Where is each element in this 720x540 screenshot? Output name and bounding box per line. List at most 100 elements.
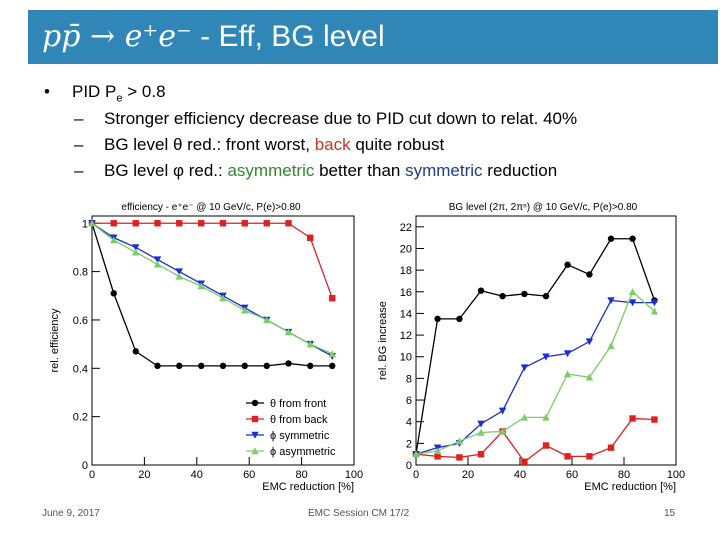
data-point bbox=[498, 407, 507, 415]
data-point bbox=[564, 453, 571, 460]
series-line bbox=[91, 223, 333, 367]
footer-event: EMC Session CM 17/2 bbox=[308, 508, 410, 519]
x-tick-label: 0 bbox=[413, 469, 419, 481]
y-axis-label: rel. BG increase bbox=[377, 301, 389, 380]
data-point bbox=[628, 288, 637, 295]
bullet-main-sub: e bbox=[116, 92, 123, 105]
data-point bbox=[651, 416, 658, 423]
title-rest: - Eff, BG level bbox=[191, 20, 385, 53]
data-point bbox=[607, 342, 615, 350]
data-point bbox=[607, 235, 615, 242]
data-point bbox=[307, 362, 314, 370]
sub-bullet-part: Stronger efficiency decrease due to PID … bbox=[104, 109, 578, 128]
bullet-dot: • bbox=[44, 82, 50, 101]
plot-frame bbox=[415, 215, 677, 466]
series-line bbox=[91, 222, 333, 355]
data-point bbox=[329, 362, 336, 370]
data-point bbox=[498, 427, 507, 435]
legend-entry: ϕ symmetric bbox=[270, 430, 330, 442]
data-point bbox=[542, 413, 550, 421]
data-point bbox=[521, 458, 528, 465]
bullet-main-suffix: > 0.8 bbox=[122, 82, 166, 101]
series-triangle-up bbox=[412, 288, 659, 458]
data-point bbox=[132, 244, 140, 252]
data-point bbox=[456, 454, 463, 461]
data-point bbox=[650, 299, 659, 307]
y-tick-label: 18 bbox=[400, 265, 412, 277]
data-point bbox=[477, 287, 485, 294]
data-point bbox=[219, 294, 227, 302]
data-point bbox=[628, 299, 637, 307]
y-tick-label: 10 bbox=[400, 352, 412, 364]
y-tick-label: 4 bbox=[406, 417, 412, 429]
data-point bbox=[456, 315, 463, 323]
data-point bbox=[542, 442, 550, 449]
data-point bbox=[434, 315, 441, 323]
data-point bbox=[542, 353, 550, 361]
series-line bbox=[92, 222, 333, 299]
data-point bbox=[434, 453, 441, 460]
chart-title: BG level (2π, 2πⁿ) @ 10 GeV/c, P(e)>0.80 bbox=[449, 202, 638, 213]
sub-bullet-text: Stronger efficiency decrease due to PID … bbox=[104, 106, 577, 132]
x-tick-label: 20 bbox=[138, 469, 150, 481]
y-tick-label: 0.4 bbox=[73, 363, 88, 375]
y-tick-label: 1 bbox=[82, 218, 88, 230]
data-point bbox=[607, 297, 615, 305]
series-line bbox=[415, 299, 655, 455]
data-point bbox=[284, 328, 293, 336]
sub-bullet-part: BG level θ red.: front worst, bbox=[104, 135, 315, 154]
title-bar bbox=[28, 10, 718, 64]
sub-bullet-text: BG level θ red.: front worst, back quite… bbox=[104, 132, 444, 158]
data-point bbox=[563, 350, 572, 358]
y-tick-label: 0 bbox=[406, 460, 412, 472]
data-point bbox=[650, 307, 659, 315]
y-tick-label: 22 bbox=[400, 222, 412, 234]
data-point bbox=[629, 415, 636, 422]
data-point bbox=[629, 235, 636, 242]
title-math: pp̄ → e⁺e⁻ bbox=[42, 19, 192, 54]
footer-page: 15 bbox=[664, 508, 676, 519]
x-tick-label: 20 bbox=[462, 469, 474, 481]
series-square bbox=[88, 220, 336, 302]
data-point bbox=[154, 362, 161, 370]
x-tick-label: 80 bbox=[618, 469, 630, 481]
data-point bbox=[251, 415, 259, 423]
data-point bbox=[241, 362, 248, 370]
series-circle bbox=[412, 235, 658, 458]
data-point bbox=[241, 306, 249, 314]
efficiency-chart: efficiency - e⁺e⁻ @ 10 GeV/c, P(e)>0.80 r… bbox=[49, 202, 363, 493]
data-point bbox=[197, 282, 205, 290]
data-point bbox=[198, 362, 205, 370]
y-tick-label: 16 bbox=[400, 287, 412, 299]
data-point bbox=[607, 444, 615, 451]
sub-bullet-text: BG level φ red.: asymmetric better than … bbox=[104, 158, 557, 184]
data-point bbox=[251, 431, 259, 439]
data-point bbox=[520, 413, 529, 421]
slide-title: pp̄ → e⁺e⁻ - Eff, BG level bbox=[42, 14, 385, 60]
sub-bullet-dash: – bbox=[74, 135, 84, 154]
x-axis-label: EMC reduction [%] bbox=[584, 481, 676, 493]
data-point bbox=[132, 348, 139, 355]
series-line bbox=[415, 238, 656, 455]
sub-bullet-part: asymmetric bbox=[227, 161, 315, 180]
bullet-main-text: PID Pe > 0.8 bbox=[72, 78, 166, 112]
chart-title: efficiency - e⁺e⁻ @ 10 GeV/c, P(e)>0.80 bbox=[121, 202, 301, 213]
data-point bbox=[176, 362, 183, 370]
y-tick-label: 0.2 bbox=[73, 412, 88, 424]
bullet-main-prefix: PID P bbox=[72, 82, 117, 101]
data-point bbox=[219, 220, 227, 227]
x-tick-label: 80 bbox=[295, 469, 307, 481]
data-point bbox=[329, 294, 336, 302]
data-point bbox=[477, 450, 485, 458]
data-point bbox=[263, 362, 270, 370]
data-point bbox=[263, 316, 271, 324]
y-tick-label: 0 bbox=[82, 460, 88, 472]
x-tick-label: 100 bbox=[345, 469, 363, 481]
data-point bbox=[176, 220, 183, 227]
sub-bullet-part: quite robust bbox=[350, 135, 445, 154]
plot-frame bbox=[91, 215, 355, 466]
data-point bbox=[455, 437, 464, 445]
series-triangle-down bbox=[88, 220, 336, 360]
data-point bbox=[153, 256, 162, 264]
sub-bullet-dash: – bbox=[74, 109, 84, 128]
